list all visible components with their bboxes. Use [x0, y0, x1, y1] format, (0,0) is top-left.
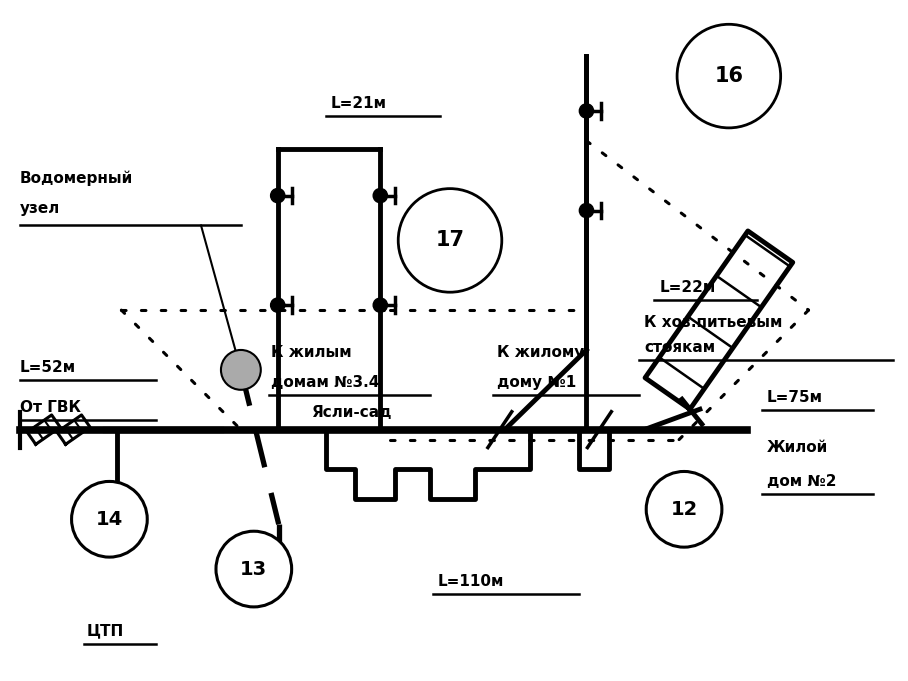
Text: L=21м: L=21м	[331, 96, 387, 111]
Text: L=75м: L=75м	[766, 390, 823, 405]
Circle shape	[579, 104, 594, 118]
Text: домам №3.4: домам №3.4	[271, 375, 380, 390]
Text: От ГВК: От ГВК	[20, 400, 81, 415]
Circle shape	[271, 189, 285, 203]
Circle shape	[373, 298, 388, 313]
Text: К хоз.питьевым: К хоз.питьевым	[644, 315, 783, 330]
Text: 12: 12	[670, 500, 697, 519]
Circle shape	[579, 204, 594, 218]
Text: К жилому: К жилому	[497, 345, 584, 360]
Text: 16: 16	[715, 66, 744, 86]
Circle shape	[271, 298, 285, 313]
Circle shape	[677, 25, 781, 128]
Text: узел: узел	[20, 200, 60, 215]
Text: Жилой: Жилой	[766, 439, 828, 454]
Text: 17: 17	[436, 230, 465, 251]
Text: дом №2: дом №2	[766, 475, 836, 490]
Text: К жилым: К жилым	[271, 345, 351, 360]
Text: L=52м: L=52м	[20, 360, 76, 375]
Circle shape	[221, 350, 261, 390]
Text: ЦТП: ЦТП	[86, 624, 123, 639]
Text: дому №1: дому №1	[497, 375, 576, 390]
Text: 13: 13	[241, 560, 267, 579]
Text: L=110м: L=110м	[438, 574, 505, 589]
Text: стоякам: стоякам	[644, 340, 716, 355]
Circle shape	[216, 531, 291, 607]
Text: 14: 14	[95, 510, 123, 528]
Text: Водомерный: Водомерный	[20, 170, 133, 186]
Text: Ясли-сад: Ясли-сад	[311, 405, 391, 419]
Circle shape	[399, 189, 502, 292]
Circle shape	[373, 189, 388, 203]
Circle shape	[72, 481, 147, 557]
Circle shape	[646, 471, 722, 547]
Text: L=22м: L=22м	[659, 280, 716, 295]
